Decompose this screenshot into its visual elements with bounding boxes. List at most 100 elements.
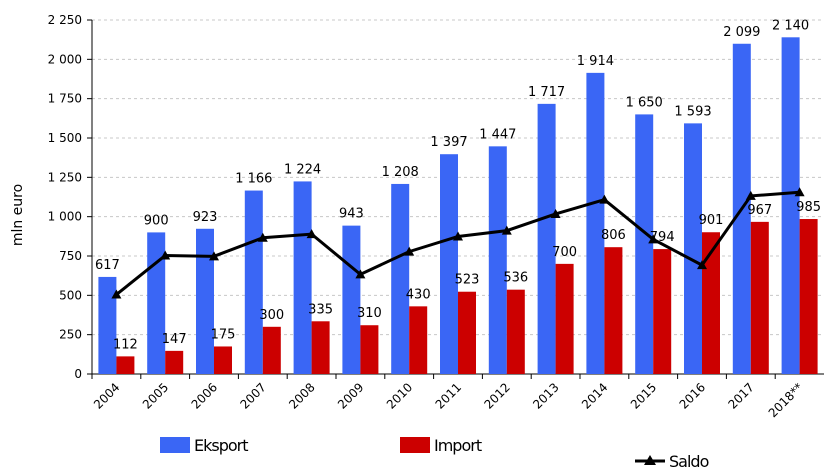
data-label: 1 650 <box>626 95 663 110</box>
line-marker <box>160 250 171 260</box>
data-label: 900 <box>144 213 169 228</box>
y-tick-label: 2 250 <box>48 13 82 27</box>
bar <box>635 114 654 375</box>
x-tick-label: 2016 <box>677 380 708 411</box>
x-tick-label: 2008 <box>286 380 317 411</box>
data-label: 923 <box>193 210 218 225</box>
line-marker <box>257 232 268 242</box>
bar <box>604 247 623 374</box>
y-tick-label: 0 <box>74 367 82 381</box>
bar <box>293 181 312 374</box>
line-marker <box>550 208 561 218</box>
bar <box>244 190 263 374</box>
data-label: 967 <box>747 203 772 218</box>
y-tick-label: 1 750 <box>48 92 82 106</box>
bar <box>391 183 410 374</box>
x-tick-label: 2014 <box>579 380 610 411</box>
legend-swatch <box>400 437 430 453</box>
line-marker <box>501 225 512 235</box>
bar <box>196 228 214 374</box>
data-label: 985 <box>796 200 821 215</box>
data-label: 1 447 <box>479 127 516 142</box>
bar <box>360 325 379 374</box>
data-label: 1 397 <box>430 135 467 150</box>
line-marker <box>209 251 219 261</box>
bar <box>488 146 507 374</box>
bar <box>440 154 458 374</box>
data-label: 1 914 <box>577 54 614 69</box>
bar <box>165 350 184 374</box>
data-label: 310 <box>357 306 382 321</box>
data-label: 1 593 <box>674 104 711 119</box>
bar <box>98 276 117 374</box>
x-tick-label: 2018** <box>766 380 806 420</box>
y-tick-label: 1 000 <box>48 210 82 224</box>
data-label: 335 <box>308 302 333 317</box>
bar <box>586 72 605 374</box>
bar <box>750 221 769 374</box>
line-marker <box>599 194 610 204</box>
data-label: 617 <box>95 258 120 273</box>
y-tick-label: 750 <box>59 249 82 263</box>
data-label: 175 <box>211 327 236 342</box>
legend-swatch <box>160 437 190 453</box>
line-marker <box>453 231 463 241</box>
y-tick-label: 1 250 <box>48 170 82 184</box>
x-tick-label: 2012 <box>481 380 512 411</box>
legend-marker <box>644 455 656 465</box>
x-tick-label: 2011 <box>433 380 464 411</box>
y-tick-label: 250 <box>59 328 82 342</box>
bar <box>262 326 281 374</box>
bar <box>702 232 720 374</box>
bar <box>116 356 135 374</box>
x-tick-label: 2007 <box>237 380 268 411</box>
line-marker <box>697 260 707 270</box>
line-marker <box>648 234 659 244</box>
bar <box>653 249 672 374</box>
line-marker <box>306 229 317 239</box>
x-tick-label: 2010 <box>384 380 415 411</box>
bar <box>311 321 330 374</box>
bar <box>342 225 361 374</box>
data-label: 1 208 <box>382 165 419 180</box>
bar <box>409 306 428 374</box>
data-label: 1 224 <box>284 162 321 177</box>
x-tick-label: 2006 <box>189 380 220 411</box>
bar <box>537 103 556 374</box>
line-marker <box>355 269 366 279</box>
line-marker <box>794 187 805 197</box>
y-tick-label: 2 000 <box>48 52 82 66</box>
data-label: 1 717 <box>528 85 565 100</box>
data-label: 523 <box>455 273 480 288</box>
data-label: 112 <box>113 337 138 352</box>
data-label: 147 <box>162 332 187 347</box>
data-label: 1 166 <box>235 172 272 187</box>
data-label: 2 099 <box>723 25 760 40</box>
bar <box>684 123 702 374</box>
legend-label: Saldo <box>669 452 709 469</box>
data-label: 901 <box>699 213 724 228</box>
x-tick-label: 2009 <box>335 380 366 411</box>
data-label: 806 <box>601 228 626 243</box>
y-axis-label: mln euro <box>10 184 26 246</box>
bar <box>147 232 166 374</box>
data-label: 943 <box>339 207 364 222</box>
data-label: 430 <box>406 287 431 302</box>
legend-label: Eksport <box>194 436 248 455</box>
data-label: 536 <box>503 271 528 286</box>
bar <box>799 219 818 374</box>
line-marker <box>111 289 122 299</box>
bar <box>458 291 476 374</box>
data-label: 300 <box>259 308 284 323</box>
x-tick-label: 2013 <box>530 380 561 411</box>
bar <box>506 289 525 374</box>
y-tick-label: 500 <box>59 288 82 302</box>
x-tick-label: 2004 <box>91 380 122 411</box>
x-tick-label: 2017 <box>725 380 756 411</box>
x-tick-label: 2005 <box>140 380 171 411</box>
line-marker <box>404 246 415 256</box>
data-label: 2 140 <box>772 18 809 33</box>
bar <box>214 346 232 374</box>
